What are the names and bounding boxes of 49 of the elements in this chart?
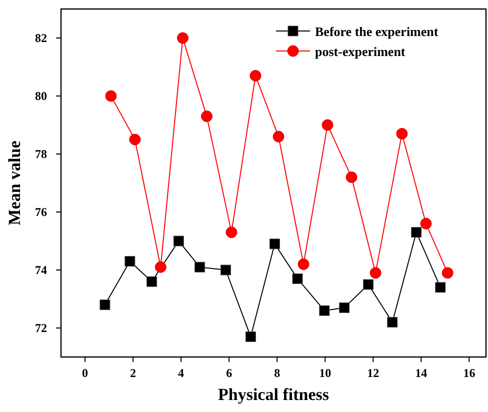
point (319, 305, 330, 316)
y-tick-label: 80 (35, 89, 47, 103)
y-tick-label: 76 (35, 205, 47, 219)
y-tick-label: 72 (35, 321, 47, 335)
legend-label: post-experiment (315, 44, 406, 59)
point (420, 218, 432, 230)
point (387, 316, 398, 328)
x-tick-label: 10 (319, 366, 332, 380)
x-tick-label: 8 (274, 366, 280, 380)
point (322, 119, 334, 131)
x-tick-label: 16 (463, 366, 476, 380)
x-tick-label: 12 (367, 366, 380, 380)
y-tick-label: 74 (35, 263, 47, 277)
point (272, 130, 284, 142)
y-tick-label: 78 (35, 147, 47, 161)
point (100, 300, 110, 310)
x-tick-label: 14 (415, 366, 428, 380)
point (250, 70, 262, 82)
y-tick-label: 82 (35, 31, 47, 45)
point (298, 258, 310, 270)
point (292, 273, 303, 284)
point (346, 171, 358, 183)
point (435, 282, 446, 293)
point (201, 110, 212, 122)
point (396, 128, 408, 140)
point (220, 264, 231, 276)
point (154, 261, 166, 273)
point (129, 134, 141, 146)
point (194, 262, 206, 272)
x-tick-label: 6 (226, 366, 232, 380)
x-axis-title: Physical fitness (218, 385, 330, 404)
point (226, 226, 238, 238)
point (124, 256, 136, 267)
point (339, 302, 350, 313)
legend-label: Before the experiment (315, 24, 439, 39)
y-axis-title: Mean value (5, 140, 24, 226)
x-tick-label: 0 (82, 366, 88, 380)
point (442, 267, 454, 279)
point (176, 32, 188, 44)
point (370, 267, 382, 279)
point (105, 90, 117, 102)
point (146, 276, 158, 287)
point (411, 227, 422, 238)
point (245, 331, 256, 342)
point (269, 238, 280, 250)
point (173, 236, 184, 246)
x-tick-label: 4 (178, 366, 184, 380)
point (363, 279, 374, 290)
x-tick-label: 2 (130, 366, 136, 380)
